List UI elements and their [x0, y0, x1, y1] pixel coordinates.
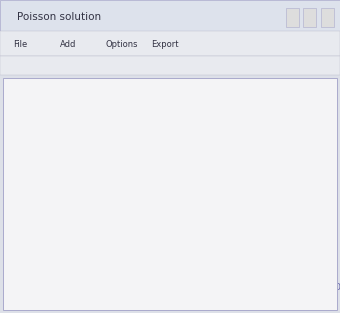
Text: Options: Options — [105, 40, 138, 49]
X-axis label: y position [nm]: y position [nm] — [154, 295, 234, 305]
Y-axis label: E band edge [V]: E band edge [V] — [18, 138, 28, 222]
Text: Add: Add — [59, 40, 76, 49]
Text: Poisson solution: Poisson solution — [17, 12, 101, 22]
Text: Export: Export — [151, 40, 179, 49]
Text: File: File — [14, 40, 28, 49]
